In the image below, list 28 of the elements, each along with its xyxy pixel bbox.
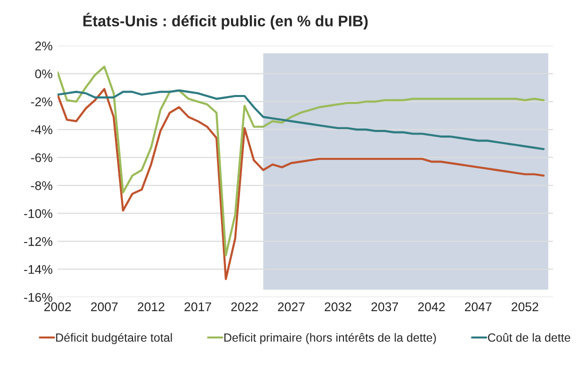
chart-title: États-Unis : déficit public (en % du PIB) <box>83 12 368 30</box>
line-series <box>58 88 545 280</box>
y-tick-label: -10% <box>24 209 52 218</box>
x-tick-label: 2027 <box>278 302 305 312</box>
x-tick-label: 2007 <box>91 302 118 312</box>
x-tick-label: 2052 <box>512 302 538 312</box>
y-tick-label: -2% <box>31 97 52 106</box>
line-series <box>58 66 545 256</box>
y-tick-label: -4% <box>31 125 52 134</box>
line-series <box>58 89 545 150</box>
y-tick-label: -8% <box>31 181 52 190</box>
x-tick-label: 2037 <box>371 302 398 312</box>
y-tick-label: 2% <box>35 42 52 50</box>
y-tick-label: -6% <box>31 153 52 162</box>
y-tick-label: -12% <box>24 237 52 246</box>
legend-label: Déficit budgétaire total <box>56 332 172 344</box>
x-tick-label: 2012 <box>138 302 164 312</box>
x-tick-label: 2042 <box>418 302 445 312</box>
y-tick-label: 0% <box>35 69 52 78</box>
x-tick-label: 2022 <box>231 302 258 312</box>
x-tick-label: 2017 <box>184 302 212 312</box>
y-tick-label: -16% <box>24 292 52 302</box>
x-tick-label: 2002 <box>44 302 71 312</box>
legend-label: Deficit primaire (hors intérêts de la dette) <box>224 332 436 344</box>
y-tick-label: -14% <box>24 265 52 274</box>
x-tick-label: 2032 <box>324 302 352 312</box>
x-tick-label: 2047 <box>464 302 492 312</box>
legend-label: Coût de la dette <box>488 333 570 342</box>
